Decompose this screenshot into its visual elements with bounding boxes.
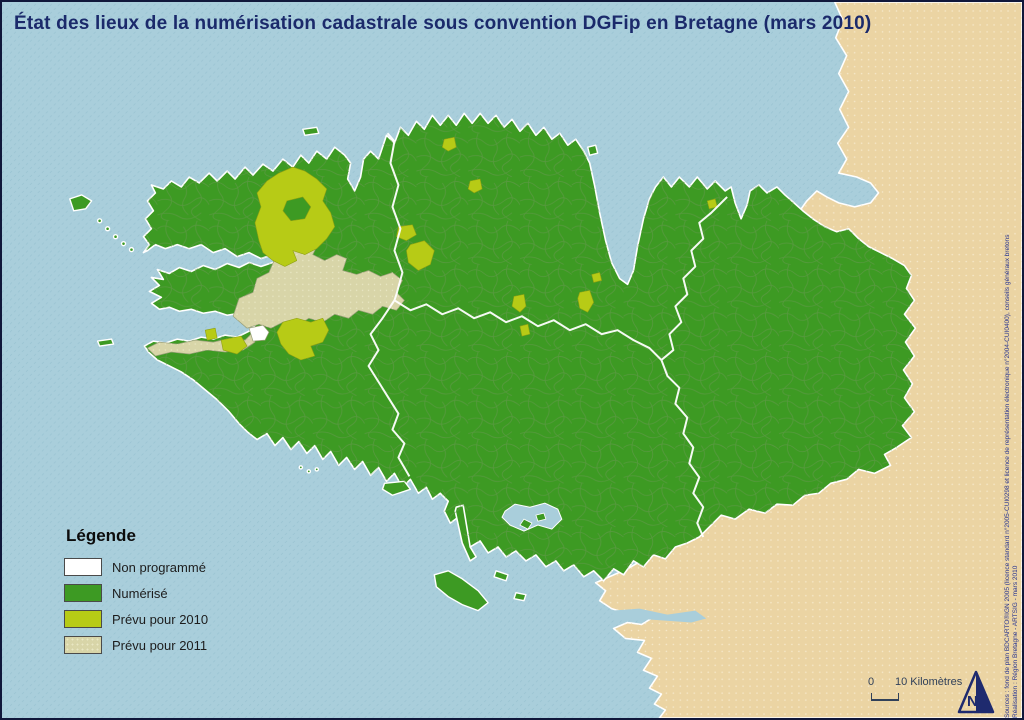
loire-river <box>611 608 707 623</box>
legend: Légende Non programmé Numérisé Prévu pou… <box>64 526 208 658</box>
credits: Sources : fond de plan BDCARTO®IGN 2005 … <box>1004 235 1020 718</box>
legend-item-planned-2011: Prévu pour 2011 <box>64 632 208 658</box>
gulf-of-morbihan <box>501 502 563 532</box>
legend-swatch-planned-2011 <box>64 636 102 654</box>
scale-distance-label: 10 Kilomètres <box>895 676 963 688</box>
island-hoedic <box>513 592 527 602</box>
legend-heading: Légende <box>66 526 136 545</box>
commune-not-programmed <box>248 324 270 342</box>
north-arrow-icon: N <box>957 670 995 714</box>
credits-realisation: Réalisation : Région Bretagne - ARTSIG -… <box>1012 565 1019 718</box>
legend-item-not-programmed: Non programmé <box>64 554 208 580</box>
boundary-morbihan-ille-vilaine <box>660 359 705 538</box>
legend-label: Numérisé <box>112 585 168 601</box>
boundary-finistere <box>367 132 411 477</box>
island-brehat <box>587 144 599 156</box>
legend-label: Prévu pour 2011 <box>112 637 208 653</box>
boundary-cotes-armor-ille-vilaine <box>660 196 728 361</box>
inland-water <box>501 502 563 532</box>
island-sein <box>96 338 115 347</box>
legend-swatch-planned-2010 <box>64 610 102 628</box>
boundary-cotes-armor-morbihan <box>393 299 663 361</box>
legend-item-planned-2010: Prévu pour 2010 <box>64 606 208 632</box>
legend-item-digitized: Numérisé <box>64 580 208 606</box>
island-ouessant <box>69 194 93 212</box>
scale-bracket <box>871 693 899 701</box>
island-batz <box>302 126 320 136</box>
islands <box>69 126 599 612</box>
island-belle-ile <box>433 570 489 612</box>
svg-text:N: N <box>967 693 978 710</box>
legend-label: Non programmé <box>112 559 206 575</box>
gulf-islands <box>519 512 547 530</box>
island-houat <box>493 570 509 582</box>
legend-swatch-not-programmed <box>64 558 102 576</box>
legend-swatch-digitized <box>64 584 102 602</box>
department-boundaries <box>367 132 728 538</box>
scale-zero-label: 0 <box>868 676 875 688</box>
page-title: État des lieux de la numérisation cadast… <box>14 13 872 34</box>
commune-digitized-enclave <box>282 196 312 222</box>
credits-sources: Sources : fond de plan BDCARTO®IGN 2005 … <box>1004 234 1011 718</box>
legend-label: Prévu pour 2010 <box>112 611 209 627</box>
